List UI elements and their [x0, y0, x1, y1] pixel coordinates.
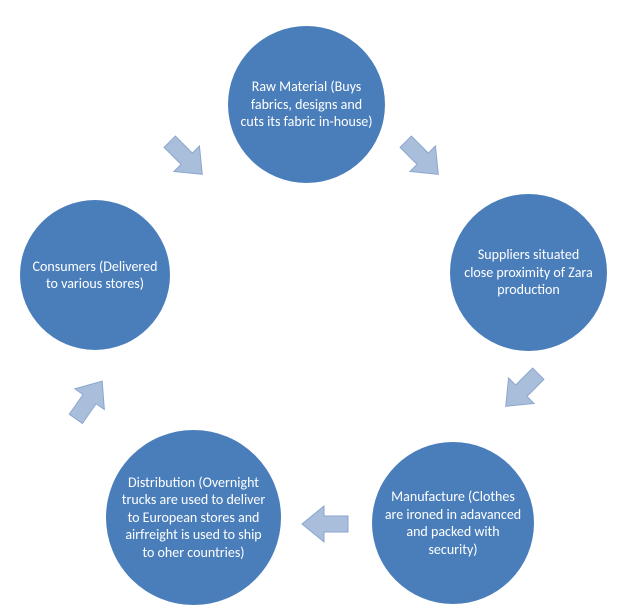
node-suppliers: Suppliers situated close proximity of Za… [450, 194, 607, 351]
node-label: Suppliers situated close proximity of Za… [462, 246, 595, 299]
node-label: Raw Material (Buys fabrics, designs and … [240, 78, 373, 131]
arrow-icon [390, 126, 454, 190]
arrow-icon [300, 504, 350, 544]
arrow-icon [154, 126, 218, 190]
node-manufacture: Manufacture (Clothes are ironed in adava… [372, 442, 534, 604]
node-label: Consumers (Delivered to various stores) [32, 258, 158, 293]
node-consumers: Consumers (Delivered to various stores) [20, 200, 170, 350]
arrow-icon [58, 368, 119, 432]
node-distribution: Distribution (Overnight trucks are used … [106, 430, 281, 605]
node-raw-material: Raw Material (Buys fabrics, designs and … [228, 26, 385, 183]
node-label: Manufacture (Clothes are ironed in adava… [384, 488, 522, 558]
node-label: Distribution (Overnight trucks are used … [118, 474, 269, 562]
arrow-icon [490, 358, 554, 422]
